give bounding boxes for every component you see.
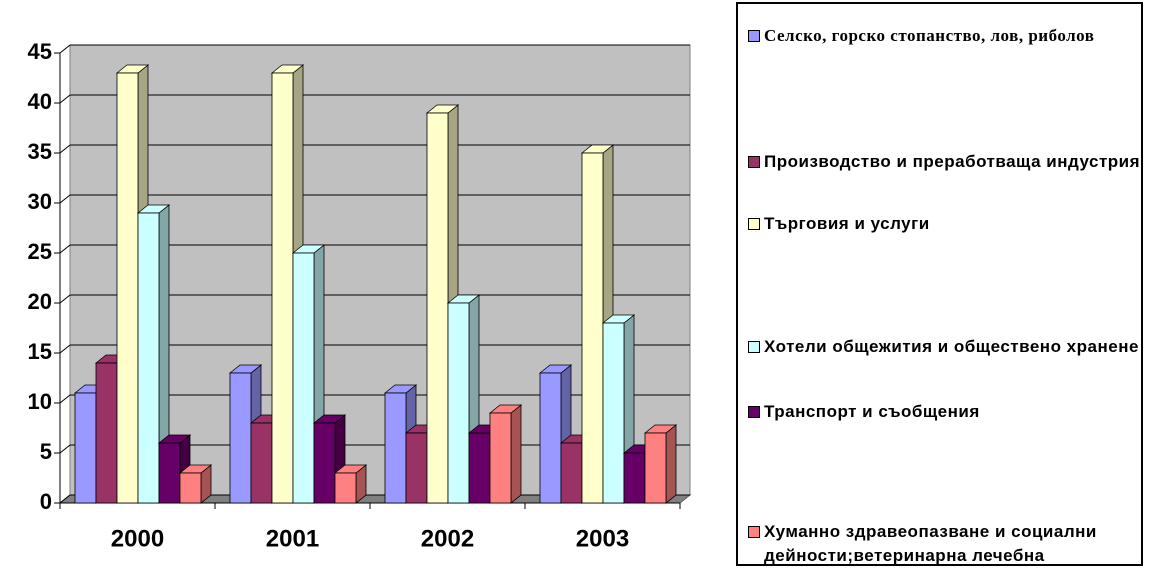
- bar: [179, 472, 202, 504]
- bar-side-shade: [511, 405, 521, 503]
- grid-line: [59, 494, 71, 504]
- bar: [250, 422, 273, 504]
- bar-side-shade: [159, 205, 169, 503]
- y-tick-label: 15: [28, 339, 52, 364]
- bar-side-shade: [201, 465, 211, 503]
- legend-swatch: [748, 218, 760, 230]
- y-tick-label: 5: [40, 439, 52, 464]
- bar: [137, 212, 160, 504]
- y-tick-label: 25: [28, 239, 52, 264]
- bar: [581, 152, 604, 504]
- grid-line: [59, 394, 71, 404]
- legend-entry: Търговия и услуги: [746, 212, 1141, 236]
- bar: [560, 442, 583, 504]
- grid-line: [59, 144, 71, 154]
- y-tick-label: 30: [28, 189, 52, 214]
- legend-label: Хотели общежития и обществено хранене: [764, 337, 1139, 356]
- bar: [489, 412, 512, 504]
- grid-line: [59, 294, 71, 304]
- legend-entry: Хуманно здравеопазване и социални дейнос…: [746, 520, 1141, 568]
- bar: [602, 322, 625, 504]
- grid-line: [59, 44, 71, 54]
- bar: [271, 72, 294, 504]
- grid-line: [59, 194, 71, 204]
- legend-entry: Селско, горско стопанство, лов, риболов: [746, 24, 1141, 48]
- legend-label: Селско, горско стопанство, лов, риболов: [764, 26, 1095, 45]
- legend-swatch: [748, 341, 760, 353]
- x-tick-label: 2000: [111, 525, 164, 552]
- grid-line: [59, 94, 71, 104]
- legend-entry: Производство и преработваща индустрия: [746, 150, 1141, 174]
- legend: Селско, горско стопанство, лов, риболов П…: [736, 2, 1143, 566]
- bar: [292, 252, 315, 504]
- bar: [644, 432, 667, 504]
- bar: [426, 112, 449, 504]
- y-tick-label: 40: [28, 89, 52, 114]
- legend-label: Търговия и услуги: [764, 214, 930, 233]
- bar: [95, 362, 118, 504]
- grid-line: [59, 344, 71, 354]
- y-tick-label: 35: [28, 139, 52, 164]
- grid-line: [59, 444, 71, 454]
- bar: [313, 422, 336, 504]
- bar: [334, 472, 357, 504]
- bar: [229, 372, 252, 504]
- bar: [116, 72, 139, 504]
- x-tick-label: 2002: [421, 525, 474, 552]
- bar: [158, 442, 181, 504]
- bar: [623, 452, 646, 504]
- bar-side-shade: [666, 425, 676, 503]
- y-tick-label: 45: [28, 39, 52, 64]
- legend-entry: Хотели общежития и обществено хранене: [746, 335, 1141, 359]
- bar: [468, 432, 491, 504]
- bar: [539, 372, 562, 504]
- bar: [74, 392, 97, 504]
- legend-label: Хуманно здравеопазване и социални дейнос…: [764, 522, 1097, 565]
- bar: [384, 392, 407, 504]
- x-tick-label: 2001: [266, 525, 319, 552]
- y-tick-label: 20: [28, 289, 52, 314]
- legend-label: Транспорт и съобщения: [764, 402, 980, 421]
- chart: 0 5 10 15 20 25 30 35 40 45 2000 2001 2002 2003: [28, 39, 692, 552]
- y-tick-label: 10: [28, 389, 52, 414]
- legend-label: Производство и преработваща индустрия: [764, 152, 1141, 171]
- bar: [447, 302, 470, 504]
- legend-entry: Транспорт и съобщения: [746, 400, 1141, 424]
- bar-side-shade: [356, 465, 366, 503]
- legend-swatch: [748, 526, 760, 538]
- y-tick-label: 0: [40, 489, 52, 514]
- bar: [405, 432, 428, 504]
- legend-swatch: [748, 406, 760, 418]
- legend-swatch: [748, 30, 760, 42]
- x-tick-label: 2003: [576, 525, 629, 552]
- grid-line: [59, 244, 71, 254]
- legend-swatch: [748, 156, 760, 168]
